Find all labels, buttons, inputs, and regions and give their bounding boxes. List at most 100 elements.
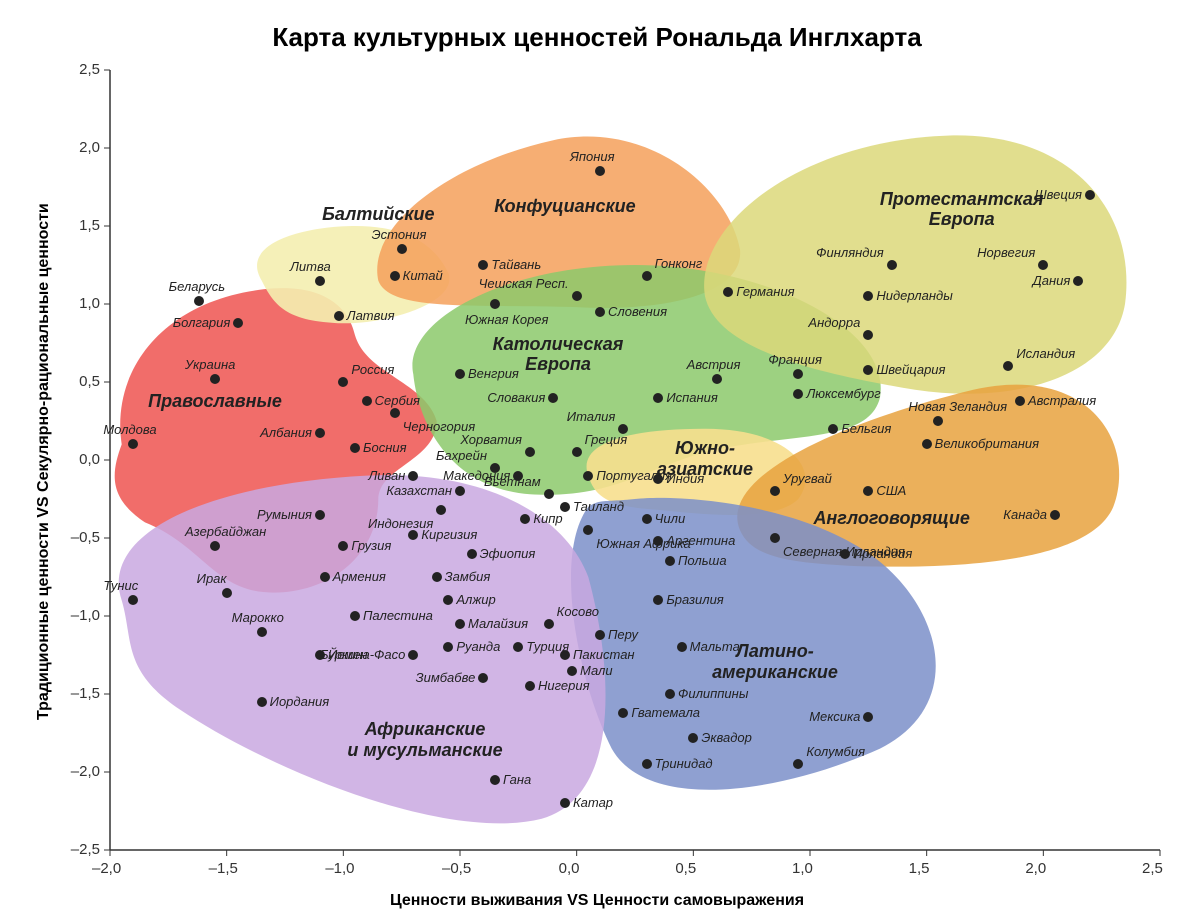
country-point bbox=[840, 549, 850, 559]
country-point bbox=[320, 572, 330, 582]
country-point bbox=[887, 260, 897, 270]
country-point bbox=[210, 374, 220, 384]
country-label: Дания bbox=[1033, 273, 1071, 288]
country-label: Азербайджан bbox=[185, 524, 266, 539]
y-tick: –1,0 bbox=[71, 607, 100, 624]
country-label: Швейцария bbox=[876, 362, 945, 377]
country-label: Исландия bbox=[1016, 346, 1075, 361]
country-point bbox=[350, 611, 360, 621]
country-point bbox=[770, 533, 780, 543]
country-point bbox=[1085, 190, 1095, 200]
country-point bbox=[863, 365, 873, 375]
country-label: Австрия bbox=[687, 357, 741, 372]
country-label: Филиппины bbox=[678, 686, 748, 701]
y-tick: –0,5 bbox=[71, 529, 100, 546]
country-label: Алжир bbox=[456, 592, 495, 607]
country-label: Катар bbox=[573, 795, 613, 810]
country-label: Чили bbox=[655, 511, 686, 526]
cluster-label: Православные bbox=[125, 391, 305, 412]
country-point bbox=[712, 374, 722, 384]
country-label: Марокко bbox=[232, 610, 284, 625]
country-point bbox=[257, 627, 267, 637]
country-label: Перу bbox=[608, 627, 638, 642]
country-point bbox=[194, 296, 204, 306]
country-label: Кипр bbox=[533, 511, 562, 526]
country-point bbox=[642, 514, 652, 524]
x-tick: 2,5 bbox=[1142, 860, 1163, 877]
country-label: Косово bbox=[557, 604, 599, 619]
country-point bbox=[723, 287, 733, 297]
country-label: Казахстан bbox=[386, 483, 452, 498]
y-tick: –1,5 bbox=[71, 685, 100, 702]
country-point bbox=[653, 393, 663, 403]
country-label: Гватемала bbox=[631, 705, 700, 720]
country-label: Тунис bbox=[103, 578, 138, 593]
country-point bbox=[688, 733, 698, 743]
country-point bbox=[432, 572, 442, 582]
cluster-label: Конфуцианские bbox=[475, 196, 655, 217]
country-point bbox=[583, 471, 593, 481]
x-tick: –1,5 bbox=[209, 860, 238, 877]
x-tick: 2,0 bbox=[1025, 860, 1046, 877]
country-label: Новая Зеландия bbox=[908, 399, 1007, 414]
country-point bbox=[210, 541, 220, 551]
country-point bbox=[1050, 510, 1060, 520]
country-point bbox=[315, 276, 325, 286]
country-point bbox=[544, 619, 554, 629]
y-tick: 1,0 bbox=[79, 295, 100, 312]
y-tick: –2,5 bbox=[71, 841, 100, 858]
country-label: Уругвай bbox=[783, 471, 832, 486]
country-point bbox=[642, 271, 652, 281]
country-label: Руанда bbox=[456, 639, 500, 654]
country-label: Киргизия bbox=[421, 527, 477, 542]
country-label: Румыния bbox=[257, 507, 312, 522]
country-label: Албания bbox=[260, 425, 312, 440]
country-label: Иордания bbox=[270, 694, 330, 709]
x-tick: 0,0 bbox=[559, 860, 580, 877]
country-point bbox=[390, 408, 400, 418]
country-label: Испания bbox=[666, 390, 718, 405]
x-tick: 1,0 bbox=[792, 860, 813, 877]
country-label: Тайвань bbox=[491, 257, 541, 272]
country-point bbox=[362, 396, 372, 406]
y-tick: 2,0 bbox=[79, 139, 100, 156]
country-label: Словакия bbox=[487, 390, 545, 405]
country-label: Швеция bbox=[1035, 187, 1082, 202]
country-label: Венгрия bbox=[468, 366, 519, 381]
country-label: Великобритания bbox=[935, 436, 1039, 451]
country-point bbox=[642, 759, 652, 769]
country-point bbox=[490, 775, 500, 785]
country-point bbox=[548, 393, 558, 403]
country-label: Бахрейн bbox=[436, 448, 487, 463]
country-label: Эстония bbox=[372, 227, 427, 242]
cluster-label: Протестантская Европа bbox=[872, 189, 1052, 230]
country-label: Индия bbox=[666, 471, 704, 486]
country-point bbox=[490, 463, 500, 473]
country-point bbox=[490, 299, 500, 309]
country-label: Гана bbox=[503, 772, 531, 787]
country-label: Франция bbox=[768, 352, 822, 367]
country-label: США bbox=[876, 483, 906, 498]
country-label: Армения bbox=[333, 569, 386, 584]
country-point bbox=[455, 619, 465, 629]
country-label: Молдова bbox=[103, 422, 156, 437]
country-label: Латвия bbox=[347, 308, 395, 323]
country-label: Ирак bbox=[197, 571, 227, 586]
country-label: Люксембург bbox=[806, 386, 880, 401]
country-point bbox=[350, 443, 360, 453]
x-tick: –0,5 bbox=[442, 860, 471, 877]
y-tick: 1,5 bbox=[79, 217, 100, 234]
country-point bbox=[572, 447, 582, 457]
country-label: Литва bbox=[290, 259, 331, 274]
country-label: Бразилия bbox=[666, 592, 723, 607]
x-tick: 1,5 bbox=[909, 860, 930, 877]
country-point bbox=[665, 689, 675, 699]
country-label: Мальта bbox=[690, 639, 740, 654]
country-label: Бельгия bbox=[841, 421, 891, 436]
country-point bbox=[595, 630, 605, 640]
cluster-label: Балтийские bbox=[288, 204, 468, 225]
country-label: Италия bbox=[567, 409, 616, 424]
x-tick: 0,5 bbox=[675, 860, 696, 877]
country-label: Замбия bbox=[445, 569, 491, 584]
country-point bbox=[222, 588, 232, 598]
